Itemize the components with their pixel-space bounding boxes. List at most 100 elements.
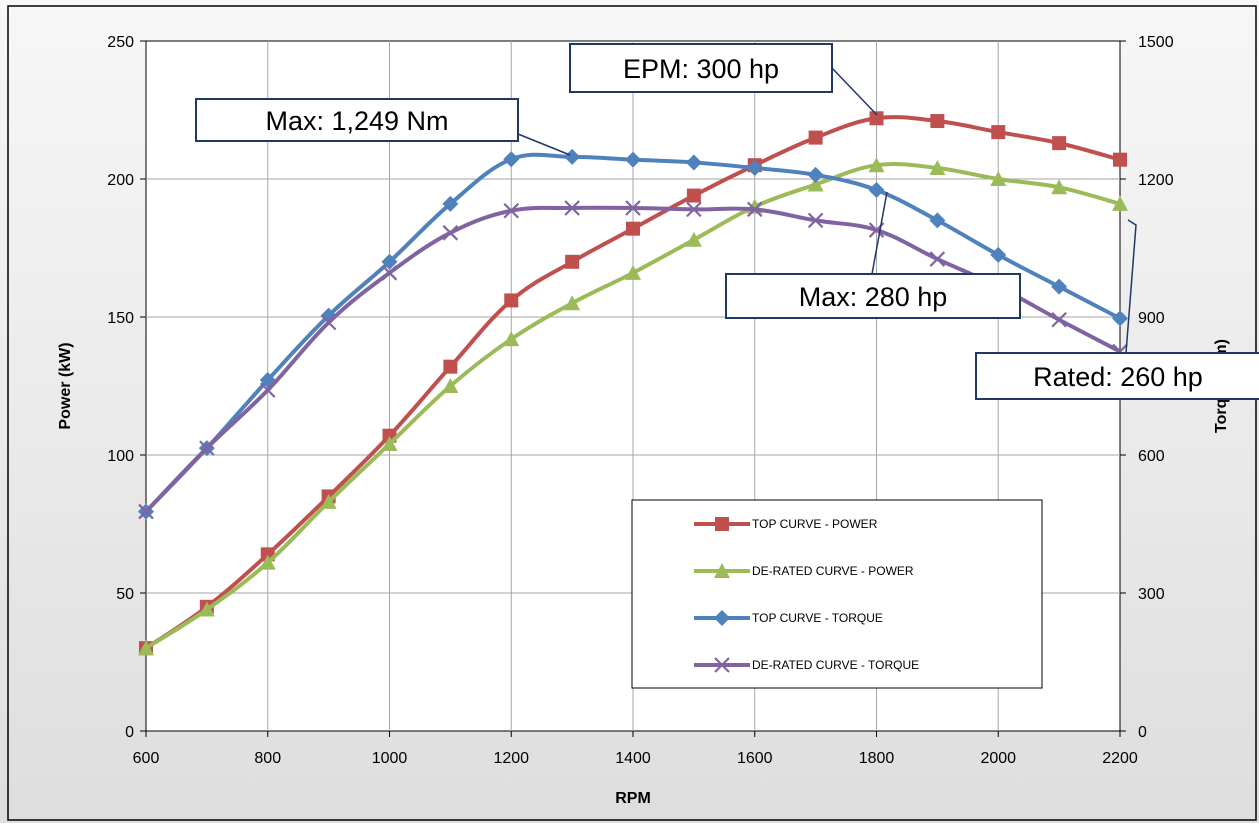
data-point	[1112, 310, 1128, 327]
series-2	[138, 148, 1128, 520]
y-axis-title: Power (kW)	[57, 342, 74, 429]
x-tick-label: 1200	[493, 750, 529, 767]
chart-border	[7, 5, 1257, 821]
callout-leader	[871, 191, 888, 275]
data-point	[564, 148, 581, 165]
data-point	[1113, 152, 1127, 167]
x-tick-label: 2200	[1102, 750, 1138, 767]
data-point	[929, 159, 946, 175]
data-point	[868, 182, 885, 199]
data-point	[320, 314, 337, 331]
legend: TOP CURVE - POWER DE-RATED CURVE - POWER T…	[631, 499, 1043, 689]
legend-item: DE-RATED CURVE - TORQUE	[694, 657, 919, 673]
data-point	[685, 154, 702, 171]
callout-box: Max: 1,249 Nm	[195, 98, 519, 142]
callout-leader	[831, 67, 878, 116]
legend-label: TOP CURVE - TORQUE	[752, 611, 883, 625]
data-point	[991, 125, 1006, 140]
data-point	[929, 251, 946, 267]
callout-leader	[1125, 219, 1137, 354]
data-point	[1051, 311, 1067, 328]
legend-item: TOP CURVE - TORQUE	[694, 610, 883, 626]
data-point	[199, 440, 215, 456]
callouts: EPM: 300 hp Max: 1,249 Nm Max: 280 hp Rated…	[195, 43, 1259, 400]
data-point	[990, 246, 1007, 263]
data-point	[686, 201, 702, 218]
legend-item: DE-RATED CURVE - POWER	[694, 563, 914, 578]
data-point	[504, 293, 519, 308]
data-point	[626, 221, 640, 236]
x-tick-label: 800	[254, 750, 281, 767]
data-point	[808, 130, 823, 145]
callout-label: EPM: 300 hp	[623, 54, 779, 84]
callout-box: Max: 280 hp	[725, 273, 1021, 319]
data-point	[564, 200, 580, 216]
data-point	[625, 264, 641, 280]
data-point	[381, 265, 398, 281]
data-point	[930, 114, 945, 129]
x-axis-title: RPM	[615, 790, 651, 807]
y-tick-label: 100	[107, 448, 134, 465]
legend-marker	[714, 657, 730, 673]
data-point	[259, 382, 276, 398]
legend-box	[631, 499, 1043, 689]
data-point	[503, 331, 520, 347]
legend-marker	[715, 517, 729, 531]
data-point	[869, 111, 884, 126]
legend-marker	[714, 563, 730, 578]
data-point	[1052, 136, 1067, 151]
data-point	[685, 231, 702, 247]
data-point	[746, 159, 763, 176]
callout-label: Rated: 260 hp	[1033, 362, 1203, 392]
series-line	[144, 152, 1121, 513]
y-tick-label: 150	[107, 310, 134, 327]
callout-label: Max: 280 hp	[799, 282, 948, 312]
y-tick-label: 200	[107, 172, 134, 189]
data-point	[1051, 278, 1068, 295]
data-point	[138, 640, 154, 656]
data-point	[503, 151, 520, 168]
data-point	[320, 493, 337, 509]
legend-marker	[714, 610, 730, 626]
data-point	[138, 503, 154, 520]
data-point	[564, 295, 581, 311]
y2-tick-label: 900	[1138, 310, 1165, 327]
y2-tick-label: 300	[1138, 586, 1165, 603]
legend-label: DE-RATED CURVE - POWER	[752, 564, 914, 578]
y2-tick-label: 600	[1138, 448, 1165, 465]
x-tick-label: 1600	[737, 750, 773, 767]
data-point	[807, 176, 824, 192]
x-tick-label: 1800	[859, 750, 895, 767]
data-point	[807, 212, 824, 229]
data-point	[1112, 195, 1128, 211]
y2-tick-label: 1200	[1138, 172, 1174, 189]
data-point	[990, 171, 1007, 186]
x-tick-label: 2000	[980, 750, 1016, 767]
y-tick-label: 50	[116, 586, 134, 603]
data-point	[868, 157, 885, 173]
data-point	[198, 601, 215, 617]
callout-label: Max: 1,249 Nm	[265, 106, 448, 136]
legend-label: DE-RATED CURVE - TORQUE	[752, 658, 919, 672]
data-point	[625, 200, 641, 216]
data-point	[686, 188, 701, 203]
data-point	[442, 195, 459, 212]
legend-item: TOP CURVE - POWER	[694, 517, 878, 531]
y2-tick-label: 1500	[1138, 34, 1174, 51]
callout-box: EPM: 300 hp	[569, 43, 833, 93]
data-point	[1051, 179, 1068, 195]
data-point	[746, 201, 763, 218]
data-point	[442, 378, 459, 393]
data-point	[625, 151, 641, 168]
callout-leader	[517, 133, 571, 156]
data-point	[259, 554, 276, 570]
callout-leaders	[517, 67, 1137, 354]
legend-label: TOP CURVE - POWER	[752, 517, 878, 531]
series-line	[144, 205, 1121, 513]
data-point	[442, 225, 459, 241]
data-point	[381, 253, 398, 270]
data-point	[565, 254, 580, 269]
x-tick-label: 600	[133, 750, 160, 767]
